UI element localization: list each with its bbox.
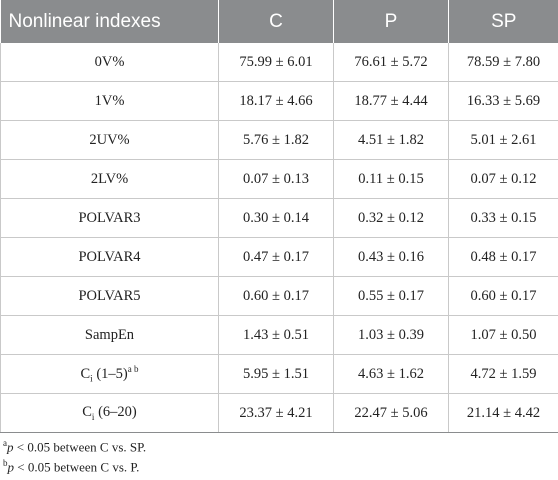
header-p: P [333, 0, 449, 43]
cell-p: 4.63 ± 1.62 [333, 354, 449, 394]
label-superscript: a b [127, 364, 139, 375]
cell-c: 18.17 ± 4.66 [218, 81, 334, 121]
table-row: POLVAR4 0.47 ± 0.17 0.43 ± 0.16 0.48 ± 0… [0, 237, 558, 277]
cell-p: 0.43 ± 0.16 [333, 237, 449, 277]
footnote-mark: a [3, 438, 7, 448]
footnote-mark: b [3, 458, 8, 468]
cell-p: 0.55 ± 0.17 [333, 276, 449, 316]
p-symbol: p [7, 439, 14, 455]
label-range: (1–5) [92, 365, 128, 382]
cell-sp: 78.59 ± 7.80 [448, 43, 558, 82]
cell-sp: 0.60 ± 0.17 [448, 276, 558, 316]
cell-sp: 0.48 ± 0.17 [448, 237, 558, 277]
cell-sp: 5.01 ± 2.61 [448, 120, 558, 160]
table-row: 2UV% 5.76 ± 1.82 4.51 ± 1.82 5.01 ± 2.61 [0, 120, 558, 160]
cell-p: 0.11 ± 0.15 [333, 159, 449, 199]
cell-p: 4.51 ± 1.82 [333, 120, 449, 160]
table-header-row: Nonlinear indexes C P SP [0, 0, 558, 43]
label-main: C [80, 365, 91, 382]
header-c: C [218, 0, 334, 43]
header-nonlinear-indexes: Nonlinear indexes [0, 0, 219, 43]
cell-c: 5.95 ± 1.51 [218, 354, 334, 394]
table-row: 1V% 18.17 ± 4.66 18.77 ± 4.44 16.33 ± 5.… [0, 81, 558, 121]
cell-p: 1.03 ± 0.39 [333, 315, 449, 355]
row-label: POLVAR4 [0, 237, 219, 277]
header-sp: SP [448, 0, 558, 43]
cell-c: 1.43 ± 0.51 [218, 315, 334, 355]
cell-sp: 16.33 ± 5.69 [448, 81, 558, 121]
cell-c: 0.60 ± 0.17 [218, 276, 334, 316]
cell-sp: 21.14 ± 4.42 [448, 393, 558, 433]
cell-p: 22.47 ± 5.06 [333, 393, 449, 433]
row-label: Ci (1–5)a b [0, 354, 219, 394]
row-label: Ci (6–20) [0, 393, 219, 433]
cell-p: 0.32 ± 0.12 [333, 198, 449, 238]
cell-sp: 1.07 ± 0.50 [448, 315, 558, 355]
row-label: 2LV% [0, 159, 219, 199]
row-label: POLVAR3 [0, 198, 219, 238]
table-row: Ci (6–20) 23.37 ± 4.21 22.47 ± 5.06 21.1… [0, 393, 558, 433]
cell-c: 75.99 ± 6.01 [218, 43, 334, 82]
table-row: 2LV% 0.07 ± 0.13 0.11 ± 0.15 0.07 ± 0.12 [0, 159, 558, 199]
p-symbol: p [7, 459, 15, 475]
footnote-text: < 0.05 between C vs. SP. [13, 439, 147, 455]
footnote-a: ap < 0.05 between C vs. SP. [3, 433, 147, 455]
table-row: POLVAR3 0.30 ± 0.14 0.32 ± 0.12 0.33 ± 0… [0, 198, 558, 238]
nonlinear-indexes-table: Nonlinear indexes C P SP 0V% 75.99 ± 6.0… [0, 0, 558, 433]
cell-p: 76.61 ± 5.72 [333, 43, 449, 82]
table-row: 0V% 75.99 ± 6.01 76.61 ± 5.72 78.59 ± 7.… [0, 43, 558, 82]
footnote-b: bp < 0.05 between C vs. P. [3, 453, 146, 475]
table-footnotes: ap < 0.05 between C vs. SP. bp < 0.05 be… [3, 433, 147, 475]
row-label: 1V% [0, 81, 219, 121]
table-row: Ci (1–5)a b 5.95 ± 1.51 4.63 ± 1.62 4.72… [0, 354, 558, 394]
label-subscript: i [90, 373, 93, 384]
row-label: 2UV% [0, 120, 219, 160]
cell-c: 0.47 ± 0.17 [218, 237, 334, 277]
footnote-text: < 0.05 between C vs. P. [14, 459, 140, 475]
cell-c: 5.76 ± 1.82 [218, 120, 334, 160]
table-row: POLVAR5 0.60 ± 0.17 0.55 ± 0.17 0.60 ± 0… [0, 276, 558, 316]
table-row: SampEn 1.43 ± 0.51 1.03 ± 0.39 1.07 ± 0.… [0, 315, 558, 355]
row-label: 0V% [0, 43, 219, 82]
cell-p: 18.77 ± 4.44 [333, 81, 449, 121]
cell-c: 0.07 ± 0.13 [218, 159, 334, 199]
label-subscript: i [91, 411, 95, 422]
row-label: SampEn [0, 315, 219, 355]
cell-c: 0.30 ± 0.14 [218, 198, 334, 238]
label-range: (6–20) [94, 404, 137, 421]
row-label: POLVAR5 [0, 276, 219, 316]
cell-c: 23.37 ± 4.21 [218, 393, 334, 433]
label-main: C [82, 404, 92, 421]
cell-sp: 0.33 ± 0.15 [448, 198, 558, 238]
cell-sp: 4.72 ± 1.59 [448, 354, 558, 394]
cell-sp: 0.07 ± 0.12 [448, 159, 558, 199]
